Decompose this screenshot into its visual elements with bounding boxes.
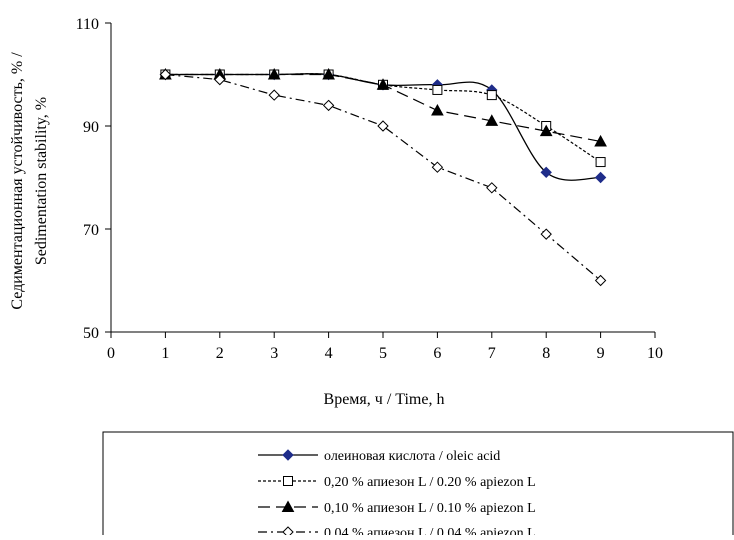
x-tick-label: 0 [107,345,115,362]
data-point-series-1 [595,157,606,168]
y-axis-title-line2: Sedimentation stability, % [33,97,50,265]
x-tick-label: 6 [433,345,441,362]
data-point-series-2 [267,67,281,80]
series-markers [159,67,607,287]
x-tick-label: 2 [216,345,224,362]
x-tick-label: 8 [542,345,550,362]
x-axis-title: Время, ч / Time, h [324,391,445,408]
data-point-series-3 [540,228,552,240]
series-line-1 [165,73,601,163]
legend-label-1: 0,20 % апиезон L / 0.20 % apiezon L [324,475,536,490]
x-tick-label: 10 [647,345,663,362]
legend-label-0: олеиновая кислота / oleic acid [324,449,500,464]
data-point-series-3 [594,274,607,287]
data-point-series-3 [431,161,444,173]
data-point-series-0 [540,166,552,179]
y-tick-label: 110 [76,16,99,33]
data-point-series-2 [376,78,390,90]
legend-marker-3 [282,526,294,538]
y-tick-label: 70 [83,222,99,239]
data-point-series-1 [432,84,443,95]
x-tick-label: 5 [379,345,387,362]
x-tick-label: 4 [325,345,333,362]
data-point-series-3 [377,120,389,132]
legend-marker-1 [283,476,293,486]
data-point-series-2 [539,124,553,137]
data-point-series-3 [159,68,172,81]
series-line-3 [165,73,601,281]
data-point-series-2 [594,134,607,147]
tick-labels: 50 70 90 110 0 1 2 3 4 5 6 7 8 9 10 [76,16,663,362]
y-tick-label: 90 [83,119,99,136]
axes [105,22,656,338]
data-point-series-3 [214,73,226,86]
series-lines [165,73,601,281]
x-tick-label: 1 [161,345,169,362]
legend-marker-0 [282,449,294,461]
y-axis-title-line1: Седиментационная устойчивость, % / [9,52,26,310]
data-point-series-2 [431,104,444,116]
data-point-series-3 [486,182,498,194]
legend-label-3: 0,04 % апиезон L / 0.04 % apiezon L [324,526,536,535]
legend-label-2: 0,10 % апиезон L / 0.10 % apiezon L [324,501,536,516]
data-point-series-2 [485,114,499,126]
x-tick-label: 9 [597,345,605,362]
legend-marker-2 [281,500,295,512]
data-point-series-3 [268,89,280,101]
data-point-series-2 [322,67,335,80]
data-point-series-0 [594,171,607,184]
x-tick-label: 3 [270,345,278,362]
x-tick-label: 7 [488,345,496,362]
data-point-series-1 [486,90,497,101]
data-point-series-3 [322,99,335,112]
legend: олеиновая кислота / oleic acid 0,20 % апи… [258,449,536,540]
y-tick-label: 50 [83,325,99,342]
